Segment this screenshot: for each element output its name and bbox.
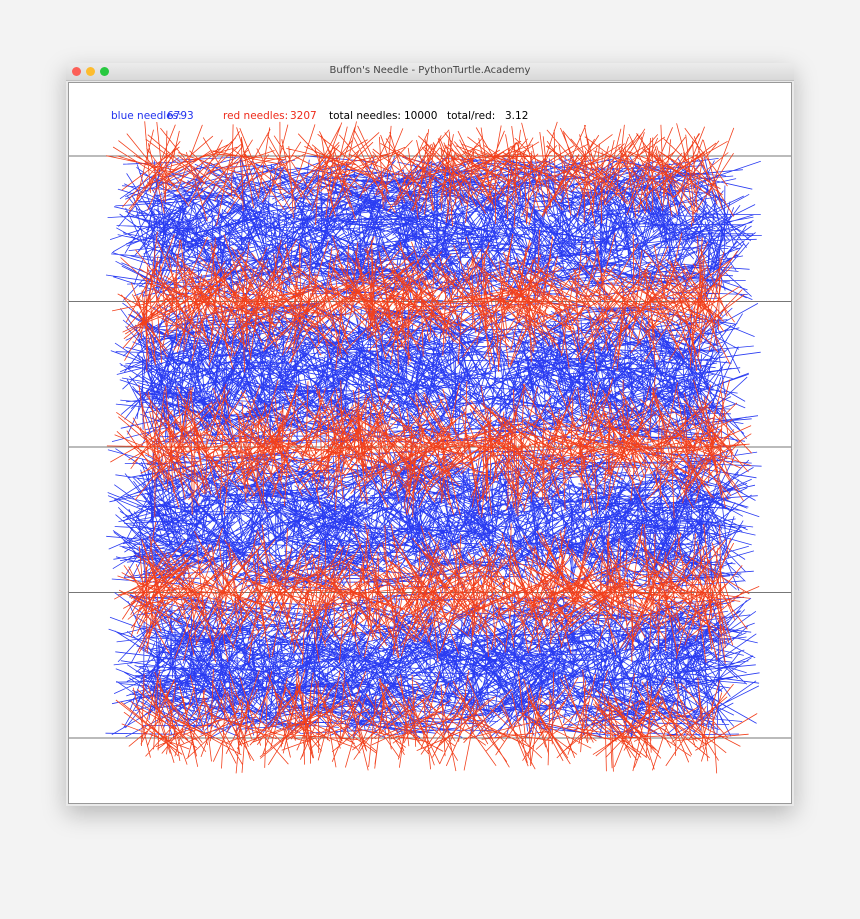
red-needles <box>106 121 760 774</box>
needle-drawing <box>69 121 791 774</box>
close-button[interactable] <box>72 67 81 76</box>
window-title: Buffon's Needle - PythonTurtle.Academy <box>329 65 531 76</box>
zoom-button[interactable] <box>100 67 109 76</box>
stat-value: 3207 <box>290 110 317 122</box>
stat-label: blue needles: <box>111 110 182 122</box>
stat-value: 3.12 <box>505 110 529 122</box>
turtle-canvas: blue needles: 6793 red needles: 3207 tot… <box>68 82 792 804</box>
stat-label: red needles: <box>223 110 289 122</box>
stat-value: 10000 <box>404 110 438 122</box>
stat-label: total needles: <box>329 110 401 122</box>
stat-value: 6793 <box>167 110 194 122</box>
window: Buffon's Needle - PythonTurtle.Academy b… <box>66 63 794 806</box>
title-bar: Buffon's Needle - PythonTurtle.Academy <box>66 63 794 81</box>
stat-label: total/red: <box>447 110 496 122</box>
minimize-button[interactable] <box>86 67 95 76</box>
